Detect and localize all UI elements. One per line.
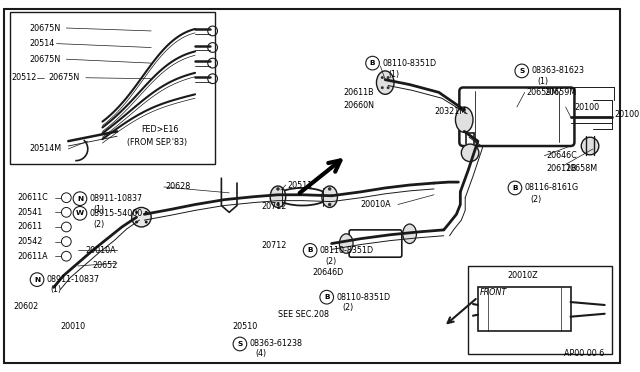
Text: 20646D: 20646D [312, 268, 343, 277]
Text: 08116-8161G: 08116-8161G [525, 183, 579, 192]
Text: (1): (1) [93, 205, 105, 214]
Circle shape [461, 144, 479, 161]
Text: 20510: 20510 [232, 322, 257, 331]
Text: 20010A: 20010A [86, 246, 116, 255]
Text: 08363-81623: 08363-81623 [532, 67, 584, 76]
Text: 20542: 20542 [17, 237, 43, 246]
Text: 20611B: 20611B [546, 164, 577, 173]
Circle shape [132, 208, 151, 227]
Text: 20675N: 20675N [49, 73, 80, 82]
Bar [10, 12, 214, 164]
Text: (2): (2) [93, 219, 105, 228]
Text: S: S [237, 341, 243, 347]
Text: S: S [519, 68, 524, 74]
Circle shape [135, 211, 138, 214]
Text: 20100: 20100 [575, 103, 600, 112]
Ellipse shape [322, 186, 337, 208]
Circle shape [381, 86, 384, 89]
Text: 20659M: 20659M [544, 88, 577, 97]
Text: N: N [34, 277, 40, 283]
Text: N: N [77, 196, 83, 202]
Text: AP00 00 6: AP00 00 6 [564, 349, 605, 357]
Text: 20514: 20514 [29, 39, 54, 48]
Circle shape [381, 76, 384, 79]
Text: 08110-8351D: 08110-8351D [337, 293, 390, 302]
Text: (2): (2) [326, 257, 337, 266]
Circle shape [328, 203, 332, 206]
Text: 20541: 20541 [17, 208, 43, 217]
Text: FRONT: FRONT [480, 288, 507, 297]
Circle shape [135, 221, 138, 224]
Ellipse shape [270, 186, 285, 208]
Circle shape [581, 137, 599, 155]
Text: (1): (1) [388, 70, 399, 79]
Text: 20321M: 20321M [434, 108, 466, 116]
Text: B: B [324, 294, 330, 300]
Text: B: B [370, 60, 375, 66]
Text: (2): (2) [342, 304, 353, 312]
Text: 20712: 20712 [261, 202, 287, 211]
Circle shape [387, 76, 390, 79]
Text: (FROM SEP.'83): (FROM SEP.'83) [127, 138, 187, 147]
Circle shape [145, 211, 148, 214]
Ellipse shape [376, 71, 394, 94]
Text: 20658M: 20658M [566, 164, 598, 173]
Text: 20675N: 20675N [29, 55, 61, 64]
Text: 20100: 20100 [614, 110, 639, 119]
Text: 20602: 20602 [13, 302, 39, 311]
Text: FED>E16: FED>E16 [141, 125, 179, 134]
Circle shape [276, 203, 280, 206]
Text: 20611B: 20611B [343, 88, 374, 97]
Text: 20659M: 20659M [527, 88, 559, 97]
Bar [468, 266, 612, 354]
Text: 20712: 20712 [261, 241, 287, 250]
Bar [478, 288, 570, 331]
Text: 08363-61238: 08363-61238 [250, 340, 303, 349]
Text: 20514M: 20514M [29, 144, 61, 153]
Text: 20010A: 20010A [361, 200, 392, 209]
Text: (1): (1) [538, 77, 548, 86]
Text: 20611: 20611 [17, 222, 43, 231]
Text: 20010Z: 20010Z [507, 271, 538, 280]
Text: SEE SEC.208: SEE SEC.208 [278, 310, 329, 319]
Text: 08110-8351D: 08110-8351D [320, 246, 374, 255]
Text: 20611C: 20611C [17, 193, 48, 202]
Ellipse shape [456, 107, 473, 132]
Circle shape [328, 187, 332, 191]
Text: 20660N: 20660N [343, 100, 374, 109]
Text: (4): (4) [255, 349, 267, 358]
Text: 08110-8351D: 08110-8351D [382, 59, 436, 68]
Text: 20646C: 20646C [546, 151, 577, 160]
Ellipse shape [403, 224, 417, 244]
Text: B: B [512, 185, 518, 191]
Text: (1): (1) [51, 285, 62, 294]
Circle shape [145, 221, 148, 224]
Circle shape [276, 187, 280, 191]
Text: B: B [307, 247, 313, 253]
Text: 20511: 20511 [288, 180, 313, 189]
Text: 20010: 20010 [60, 322, 86, 331]
Text: 20675N: 20675N [29, 23, 61, 32]
Text: W: W [76, 210, 84, 216]
Ellipse shape [339, 234, 353, 253]
Circle shape [387, 86, 390, 89]
Text: 08915-54000: 08915-54000 [90, 209, 143, 218]
Text: 20611A: 20611A [17, 252, 48, 261]
Text: 08911-10837: 08911-10837 [90, 194, 143, 203]
Text: 20652: 20652 [93, 262, 118, 270]
Text: 20512: 20512 [12, 73, 37, 82]
Text: 20628: 20628 [166, 183, 191, 192]
Text: 08911-10837: 08911-10837 [47, 275, 100, 284]
Text: (2): (2) [531, 195, 542, 204]
